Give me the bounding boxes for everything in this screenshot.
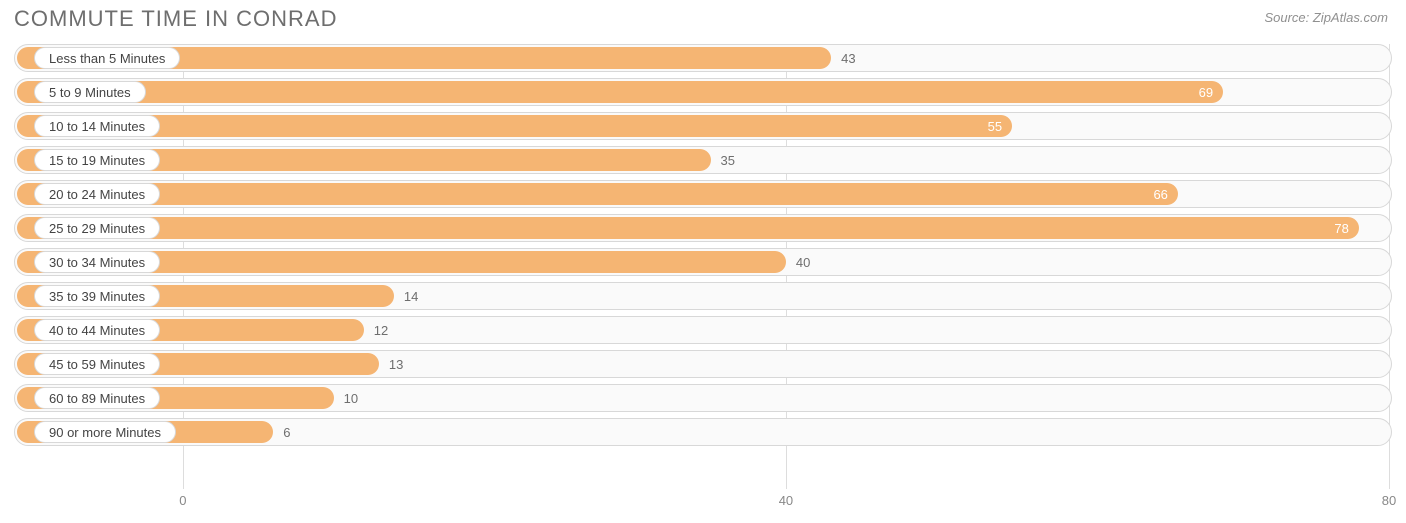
category-label: 30 to 34 Minutes xyxy=(34,251,160,273)
value-label: 35 xyxy=(721,146,735,174)
axis-tick-label: 0 xyxy=(179,493,186,508)
bar-row: 30 to 34 Minutes 40 xyxy=(14,248,1392,276)
value-label: 43 xyxy=(841,44,855,72)
category-label: 35 to 39 Minutes xyxy=(34,285,160,307)
category-label: Less than 5 Minutes xyxy=(34,47,180,69)
bar-row: 10 to 14 Minutes 55 xyxy=(14,112,1392,140)
value-label: 66 xyxy=(1153,180,1167,208)
bar-row: 90 or more Minutes 6 xyxy=(14,418,1392,446)
value-label: 55 xyxy=(988,112,1002,140)
bar-row: 45 to 59 Minutes 13 xyxy=(14,350,1392,378)
bar-row: Less than 5 Minutes 43 xyxy=(14,44,1392,72)
bar-row: 20 to 24 Minutes 66 xyxy=(14,180,1392,208)
category-label: 15 to 19 Minutes xyxy=(34,149,160,171)
value-label: 13 xyxy=(389,350,403,378)
x-axis: 04080 xyxy=(14,493,1392,517)
value-label: 12 xyxy=(374,316,388,344)
category-label: 60 to 89 Minutes xyxy=(34,387,160,409)
category-label: 20 to 24 Minutes xyxy=(34,183,160,205)
chart-title: COMMUTE TIME IN CONRAD xyxy=(14,6,337,32)
value-label: 10 xyxy=(344,384,358,412)
bar-fill xyxy=(17,81,1223,103)
value-label: 6 xyxy=(283,418,290,446)
category-label: 45 to 59 Minutes xyxy=(34,353,160,375)
category-label: 90 or more Minutes xyxy=(34,421,176,443)
category-label: 10 to 14 Minutes xyxy=(34,115,160,137)
bar-row: 15 to 19 Minutes 35 xyxy=(14,146,1392,174)
chart-source: Source: ZipAtlas.com xyxy=(1264,10,1388,25)
bar-fill xyxy=(17,217,1359,239)
value-label: 78 xyxy=(1334,214,1348,242)
commute-time-chart: COMMUTE TIME IN CONRAD Source: ZipAtlas.… xyxy=(0,0,1406,523)
axis-tick-label: 40 xyxy=(779,493,793,508)
category-label: 40 to 44 Minutes xyxy=(34,319,160,341)
bar-row: 40 to 44 Minutes 12 xyxy=(14,316,1392,344)
bar-row: 25 to 29 Minutes 78 xyxy=(14,214,1392,242)
axis-tick-label: 80 xyxy=(1382,493,1396,508)
category-label: 25 to 29 Minutes xyxy=(34,217,160,239)
bar-row: 60 to 89 Minutes 10 xyxy=(14,384,1392,412)
bar-fill xyxy=(17,115,1012,137)
value-label: 40 xyxy=(796,248,810,276)
bar-fill xyxy=(17,183,1178,205)
category-label: 5 to 9 Minutes xyxy=(34,81,146,103)
value-label: 14 xyxy=(404,282,418,310)
value-label: 69 xyxy=(1199,78,1213,106)
bar-row: 5 to 9 Minutes 69 xyxy=(14,78,1392,106)
bar-row: 35 to 39 Minutes 14 xyxy=(14,282,1392,310)
plot-area: Less than 5 Minutes 43 5 to 9 Minutes 69 10 … xyxy=(14,44,1392,489)
